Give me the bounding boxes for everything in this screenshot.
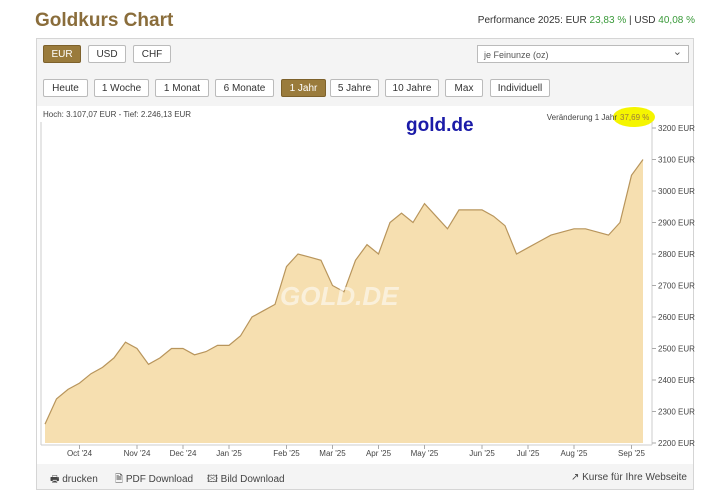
- unit-select[interactable]: je Feinunze (oz): [477, 43, 689, 63]
- performance: Performance 2025: EUR 23,83 % | USD 40,0…: [478, 15, 695, 26]
- line: [44, 159, 644, 425]
- range-button[interactable]: 10 Jahre: [385, 79, 439, 97]
- watermark: GOLD.DE: [280, 281, 399, 311]
- data-layer: 2200 EUR 2300 EUR 2400 EUR 2500 EUR 2600 EUR…: [40, 122, 695, 458]
- x-tick-label: Dec '24: [170, 449, 197, 458]
- x-tick-label: Jan '25: [216, 449, 242, 458]
- y-tick-label: 2700 EUR: [658, 282, 695, 291]
- x-tick-label: Sep '25: [618, 449, 645, 458]
- x-tick-label: Aug '25: [561, 449, 588, 458]
- currency-button[interactable]: USD: [88, 45, 126, 63]
- change-label: Veränderung 1 Jahr: [547, 113, 618, 122]
- area: [45, 159, 643, 443]
- currency-button[interactable]: CHF: [133, 45, 171, 63]
- range-button[interactable]: Individuell: [490, 79, 550, 97]
- perf-eur: 23,83 %: [589, 15, 627, 26]
- currency-button[interactable]: EUR: [43, 45, 81, 63]
- y-tick-label: 2500 EUR: [658, 345, 695, 354]
- change-value: 37,69 %: [620, 113, 649, 122]
- y-tick-label: 3100 EUR: [658, 156, 695, 165]
- x-tick-label: Jun '25: [469, 449, 495, 458]
- x-tick-label: Nov '24: [124, 449, 151, 458]
- print-text: drucken: [62, 474, 98, 485]
- range-button[interactable]: Heute: [43, 79, 88, 97]
- x-tick-label: Apr '25: [366, 449, 392, 458]
- y-tick-label: 2800 EUR: [658, 250, 695, 259]
- pdf-text: PDF Download: [125, 474, 194, 485]
- page-title: Goldkurs Chart: [35, 10, 174, 31]
- embed-link[interactable]: ↗ Kurse für Ihre Webseite: [570, 472, 687, 483]
- y-tick-label: 3000 EUR: [658, 187, 695, 196]
- range-button[interactable]: 1 Jahr: [281, 79, 326, 97]
- highlight: [613, 107, 655, 127]
- range-button[interactable]: 1 Monat: [155, 79, 209, 97]
- range-button[interactable]: Max: [445, 79, 483, 97]
- y-tick-label: 3200 EUR: [658, 124, 695, 133]
- y-tick-label: 2400 EUR: [658, 376, 695, 385]
- image-text: Bild Download: [220, 474, 285, 485]
- y-tick-label: 2300 EUR: [658, 408, 695, 417]
- image-link[interactable]: 🖾 Bild Download: [207, 474, 285, 485]
- range-button[interactable]: 1 Woche: [94, 79, 149, 97]
- range-button[interactable]: 5 Jahre: [330, 79, 379, 97]
- perf-usd: 40,08 %: [658, 15, 695, 26]
- high-low: Hoch: 3.107,07 EUR - Tief: 2.246,13 EUR: [43, 110, 191, 119]
- pdf-link[interactable]: 🗎 PDF Download: [115, 474, 194, 485]
- perf-label: Performance 2025: EUR: [477, 15, 587, 26]
- brand: gold.de: [406, 115, 474, 136]
- x-tick-label: May '25: [411, 449, 439, 458]
- y-tick-label: 2600 EUR: [658, 313, 695, 322]
- y-tick-label: 2900 EUR: [658, 219, 695, 228]
- x-tick-label: Oct '24: [67, 449, 93, 458]
- range-button[interactable]: 6 Monate: [215, 79, 274, 97]
- perf-sep: | USD: [629, 15, 656, 26]
- y-tick-label: 2200 EUR: [658, 439, 695, 448]
- x-tick-label: Jul '25: [517, 449, 540, 458]
- x-tick-label: Mar '25: [319, 449, 346, 458]
- embed-text: Kurse für Ihre Webseite: [582, 472, 687, 483]
- x-tick-label: Feb '25: [273, 449, 300, 458]
- print-link[interactable]: 🖶 drucken: [50, 474, 98, 485]
